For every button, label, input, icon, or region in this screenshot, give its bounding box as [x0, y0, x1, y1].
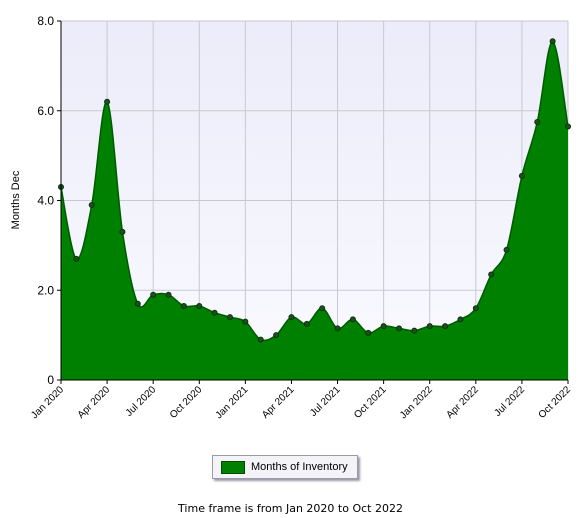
data-point [104, 98, 111, 105]
data-point [165, 291, 172, 298]
data-point [549, 38, 556, 45]
x-tick-label: Jan 2020 [29, 384, 66, 421]
legend-label: Months of Inventory [251, 461, 348, 473]
y-tick-label: 0 [47, 373, 54, 387]
data-point [349, 316, 356, 323]
x-tick-label: Jul 2021 [308, 384, 343, 419]
data-point [518, 172, 525, 179]
data-point [488, 271, 495, 278]
x-tick-label: Apr 2020 [76, 384, 113, 421]
y-tick-label: 8.0 [37, 14, 54, 28]
data-point [365, 329, 372, 336]
data-point [150, 291, 157, 298]
data-point [380, 323, 387, 330]
data-point [88, 201, 95, 208]
x-tick-label: Jul 2022 [493, 384, 528, 419]
x-tick-label: Oct 2021 [352, 384, 389, 421]
data-point [503, 246, 510, 253]
data-point [442, 323, 449, 330]
x-tick-label: Oct 2022 [537, 384, 574, 421]
data-point [426, 323, 433, 330]
data-point [273, 332, 280, 339]
x-tick-label: Oct 2020 [168, 384, 205, 421]
x-tick-label: Jan 2021 [214, 384, 251, 421]
data-point [534, 118, 541, 125]
data-point [565, 123, 572, 130]
data-point [395, 325, 402, 332]
y-tick-label: 6.0 [37, 104, 54, 118]
data-point [119, 228, 126, 235]
x-tick-label: Jul 2020 [124, 384, 159, 419]
legend: Months of Inventory [212, 455, 358, 479]
y-tick-label: 4.0 [37, 194, 54, 208]
data-point [334, 325, 341, 332]
data-point [472, 305, 479, 312]
y-tick-label: 2.0 [37, 283, 54, 297]
x-tick-label: Apr 2022 [444, 384, 481, 421]
data-point [319, 305, 326, 312]
data-point [180, 302, 187, 309]
series-area [61, 41, 568, 381]
x-tick-label: Apr 2021 [260, 384, 297, 421]
data-point [73, 255, 80, 262]
legend-swatch [221, 460, 245, 474]
data-point [211, 309, 218, 316]
data-point [242, 318, 249, 325]
data-point [257, 336, 264, 343]
data-point [288, 314, 295, 321]
data-point [134, 300, 141, 307]
data-point [457, 316, 464, 323]
y-axis-label: Months Dec [10, 170, 22, 229]
data-point [196, 302, 203, 309]
data-point [303, 320, 310, 327]
x-tick-label: Jan 2022 [398, 384, 435, 421]
data-point [411, 327, 418, 334]
data-point [226, 314, 233, 321]
timeframe-caption: Time frame is from Jan 2020 to Oct 2022 [178, 502, 403, 515]
